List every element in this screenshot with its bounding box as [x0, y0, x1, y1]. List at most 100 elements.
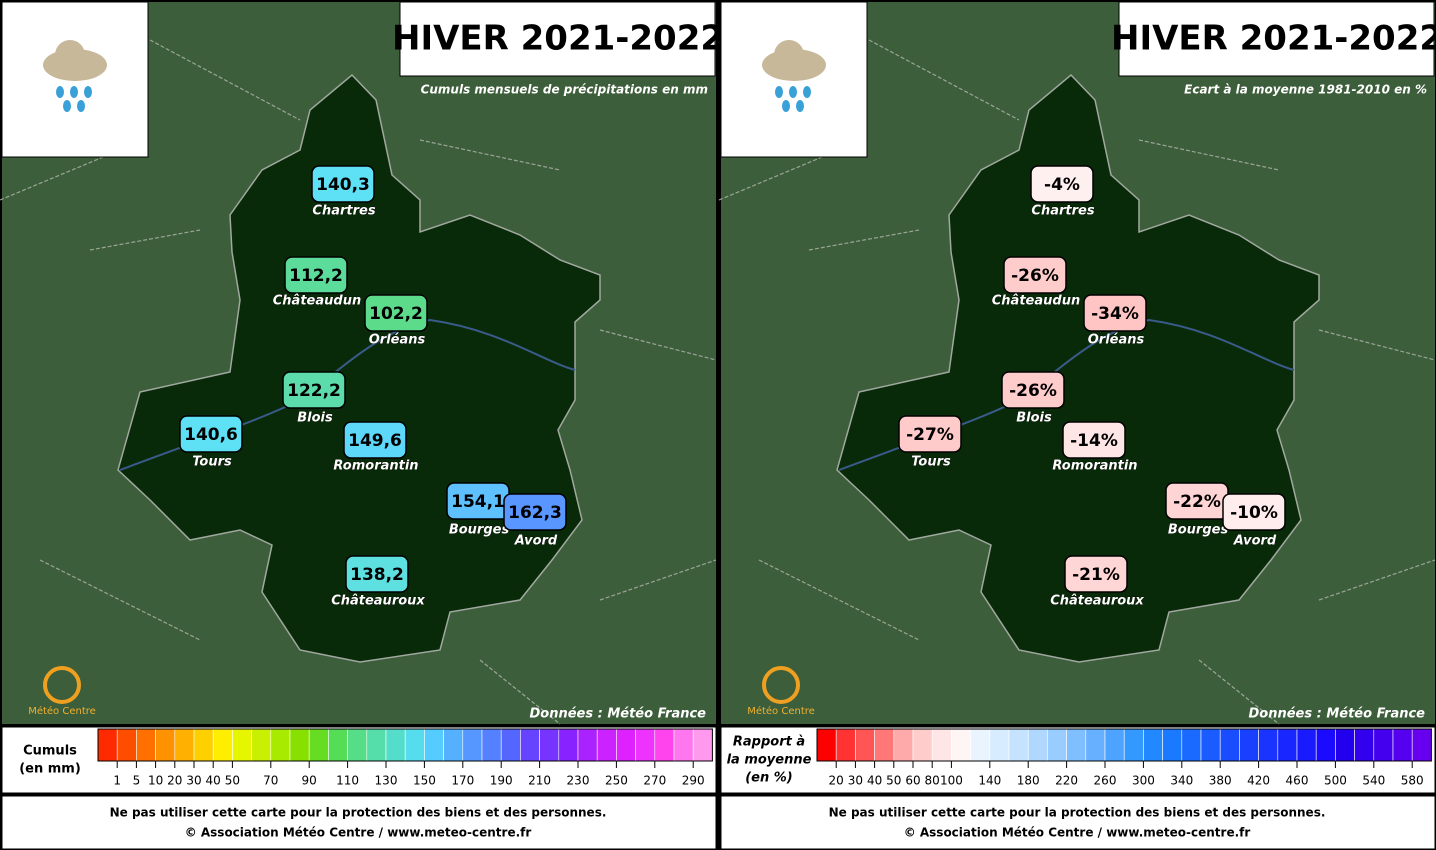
value-box	[1062, 421, 1126, 459]
value-box	[1003, 256, 1067, 294]
value-box	[898, 415, 962, 453]
legend-tick-label: 210	[528, 774, 551, 788]
legend-tick-label: 220	[1055, 774, 1078, 788]
city-name: Avord	[514, 534, 558, 549]
legend-swatch	[1354, 728, 1375, 762]
legend-tick-label: 580	[1401, 774, 1424, 788]
legend-title: Rapport à	[733, 735, 805, 750]
legend-tick-label: 250	[605, 774, 628, 788]
city-name: Chartres	[1031, 204, 1094, 219]
city-value: -10%	[1230, 503, 1278, 523]
legend-tick-label: 460	[1286, 774, 1309, 788]
city-name: Avord	[1233, 534, 1277, 549]
legend-tick-label: 420	[1247, 774, 1270, 788]
boundary	[808, 229, 920, 251]
boundary	[89, 229, 201, 251]
legend-frame	[97, 728, 713, 762]
legend-swatch	[951, 728, 971, 762]
legend-swatch	[212, 728, 233, 762]
footer	[720, 795, 1436, 850]
subtitle: Cumuls mensuels de précipitations en mm	[421, 83, 708, 97]
city-name: Châteauroux	[331, 594, 425, 609]
legend-swatch	[270, 728, 291, 762]
footer-line: Ne pas utiliser cette carte pour la prot…	[110, 806, 607, 820]
legend-tick-label: 130	[375, 774, 398, 788]
city-value: 102,2	[369, 304, 423, 324]
legend-tick-label: 40	[206, 774, 221, 788]
boundary	[1198, 659, 1280, 725]
legend-swatch	[136, 728, 156, 762]
title: HIVER 2021-2022	[1111, 19, 1436, 59]
value-box	[1083, 294, 1147, 332]
title-box	[1118, 1, 1435, 77]
legend-tick-label: 10	[148, 774, 163, 788]
value-box	[364, 294, 428, 332]
legend-swatch	[308, 728, 329, 762]
source: Données : Météo France	[529, 707, 706, 722]
value-box	[311, 165, 375, 203]
footer-line: © Association Météo Centre / www.meteo-c…	[904, 826, 1251, 840]
legend-swatch	[855, 728, 875, 762]
city-value: 149,6	[348, 431, 402, 451]
legend-swatch	[520, 728, 540, 762]
value-box	[503, 493, 567, 531]
panel: HIVER 2021-2022 Cumuls mensuels de précip…	[0, 1, 724, 850]
legend-swatch	[558, 728, 579, 762]
legend-swatch	[1277, 728, 1298, 762]
legend-swatch	[1027, 728, 1048, 762]
city-value: 162,3	[508, 503, 562, 523]
legend-tick-label: 150	[413, 774, 436, 788]
legend-tick-label: 5	[133, 774, 141, 788]
rain-drop	[796, 100, 804, 112]
city-name: Châteauroux	[1050, 594, 1144, 609]
value-box	[284, 256, 348, 294]
legend-swatch	[912, 728, 933, 762]
boundary	[1318, 329, 1436, 361]
legend-swatch	[970, 728, 991, 762]
legend-swatch	[193, 728, 214, 762]
legend-swatch	[155, 728, 176, 762]
legend-swatch	[1219, 728, 1240, 762]
city-name: Bourges	[1168, 523, 1229, 538]
value-box	[179, 415, 243, 453]
value-box	[345, 555, 409, 593]
logo-text: Météo Centre	[747, 705, 815, 717]
legend-swatch	[1239, 728, 1259, 762]
legend-tick-label: 540	[1362, 774, 1385, 788]
legend-tick-label: 30	[186, 774, 201, 788]
city-name: Blois	[297, 411, 333, 426]
legend-swatch	[654, 728, 675, 762]
city-value: -26%	[1011, 266, 1059, 286]
legend-tick-label: 290	[682, 774, 705, 788]
city-name: Chartres	[312, 204, 375, 219]
rain-drop	[84, 86, 92, 98]
legend-swatch	[874, 728, 895, 762]
boundary	[0, 149, 121, 201]
rain-drop	[789, 86, 797, 98]
legend-tick-label: 180	[1017, 774, 1040, 788]
cloud	[55, 40, 85, 70]
legend-swatch	[424, 728, 444, 762]
rain-drop	[56, 86, 64, 98]
legend-tick-label: 100	[940, 774, 963, 788]
legend-swatch	[692, 728, 713, 762]
legend-swatch	[1296, 728, 1317, 762]
city-value: 140,6	[184, 425, 238, 445]
value-box	[1030, 165, 1094, 203]
city-value: -21%	[1072, 565, 1120, 585]
legend-swatch	[989, 728, 1010, 762]
rain-drop	[775, 86, 783, 98]
city-value: -27%	[906, 425, 954, 445]
legend-swatch	[404, 728, 425, 762]
city-value: -34%	[1091, 304, 1139, 324]
city-name: Bourges	[449, 523, 510, 538]
panel: HIVER 2021-2022 Ecart à la moyenne 1981-2…	[718, 1, 1436, 850]
rain-drop	[782, 100, 790, 112]
legend-swatch	[673, 728, 694, 762]
legend-swatch	[1047, 728, 1067, 762]
legend-title: (en mm)	[19, 762, 81, 777]
cloud	[774, 40, 804, 70]
legend-swatch	[835, 728, 856, 762]
city-name: Orléans	[369, 333, 426, 348]
